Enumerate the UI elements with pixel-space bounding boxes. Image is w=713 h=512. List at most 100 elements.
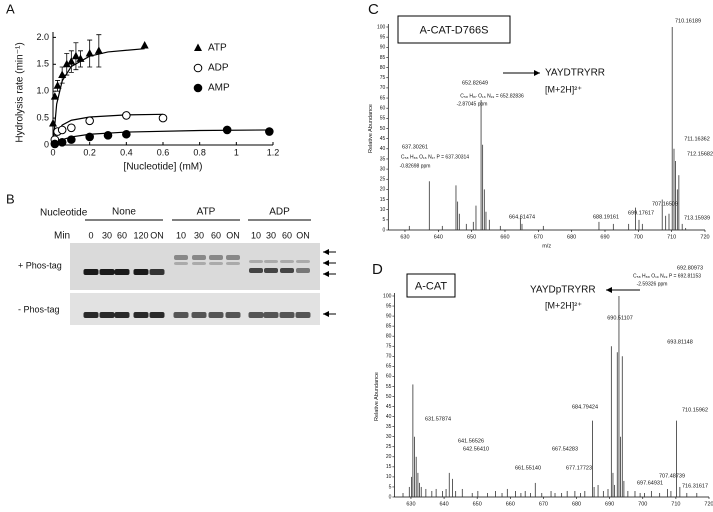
gel-band [249,268,263,273]
marker [67,57,76,65]
marker [62,59,71,68]
legend-label: ADP [208,63,229,74]
marker [67,135,76,144]
y-tick-label: 40 [386,414,392,420]
gel-band [191,312,207,318]
time-label: ON [150,230,164,240]
marker [103,131,113,140]
annotation: YAYDTRYRR [545,68,605,79]
marker [193,83,203,93]
arrow-head [534,70,540,76]
y-tick-label: 25 [386,444,392,450]
annotation: -2.59326 ppm [637,281,668,287]
y-tick-label: 25 [380,177,386,183]
arrow-head [606,287,612,293]
arrow-head [323,260,329,266]
gel-label: - Phos-tag [18,304,60,314]
marker [94,46,103,54]
y-tick-label: 45 [386,404,392,410]
row-title: Nucleotide [40,208,88,219]
panel-letter: A [6,1,15,16]
marker [85,116,94,126]
gel-band [174,262,188,265]
gel-band [83,312,99,318]
x-tick-label: 640 [434,234,443,240]
marker [122,129,131,139]
x-tick-label: 690 [605,501,614,507]
marker [71,51,80,60]
time-label: 0 [88,230,93,240]
annotation: [M+2H]²⁺ [545,84,582,94]
x-axis-label: [Nucleotide] (mM) [124,162,203,173]
x-tick-label: 650 [467,234,476,240]
group-label: None [112,207,136,218]
gel-band [174,255,188,260]
peak-label: 693.81148 [667,339,693,345]
panel-letter: D [372,261,383,278]
gel-band [264,268,278,273]
annotation: C₅₈ H₈₇ O₁₆ N₁₉ = 652.82836 [460,93,524,99]
marker [158,113,168,123]
y-tick-label: 50 [386,394,392,400]
y-tick-label: 30 [386,434,392,440]
time-label: 120 [133,230,148,240]
peak-label: 642.56410 [463,446,489,452]
gel-band [133,312,149,318]
arrow-head [323,271,329,277]
gel-band [149,269,165,275]
x-tick-label: 630 [400,234,409,240]
marker [122,111,131,120]
y-tick-label: 0 [383,227,386,233]
peak-label: 712.15682 [687,151,713,157]
y-tick-label: 100 [377,24,386,30]
x-tick-label: 690 [600,234,609,240]
x-tick-label: 660 [506,501,515,507]
gel-band [280,260,294,263]
gel-band [208,312,224,318]
y-tick-label: 5 [389,484,392,490]
time-label: 30 [102,230,112,240]
peak-label: 684.79424 [572,404,598,410]
y-tick-label: 1.5 [36,59,49,69]
gel-band [114,312,130,318]
time-label: 10 [176,230,186,240]
gel-band [296,260,310,263]
marker [222,125,232,135]
y-tick-label: 35 [386,424,392,430]
title-box [406,273,456,298]
gel-band [99,269,115,275]
gel-band [226,262,240,265]
peak-label: 637.30261 [402,144,428,150]
y-tick-label: 95 [386,303,392,309]
time-label: 10 [251,230,261,240]
peak-label: 710.15962 [682,407,708,413]
y-tick-label: 65 [386,364,392,370]
gel-band [209,262,223,265]
y-tick-label: 50 [380,126,386,132]
y-tick-label: 20 [380,187,386,193]
x-tick-label: 680 [567,234,576,240]
peak-label: 707.48739 [659,473,685,479]
y-tick-label: 75 [380,75,386,81]
gel-band [114,269,130,275]
gel-band [99,312,115,318]
marker [50,92,59,100]
group-label: ATP [197,207,216,218]
annotation: YAYDpTRYRR [530,285,596,296]
y-axis-label: Relative Abundance [374,372,380,421]
gel-band [263,312,279,318]
gel-band [248,312,264,318]
peak-label: 699.17617 [628,210,654,216]
marker [67,123,76,133]
peak-label: 711.16362 [684,136,710,142]
x-tick-label: 1 [234,147,239,157]
gel-band [149,312,165,318]
arrow-head [323,311,329,317]
x-tick-label: 720 [704,501,713,507]
gel-band [173,312,189,318]
marker [85,49,94,57]
marker [194,43,202,51]
y-tick-label: 0.5 [36,112,49,122]
title-box [397,15,511,44]
